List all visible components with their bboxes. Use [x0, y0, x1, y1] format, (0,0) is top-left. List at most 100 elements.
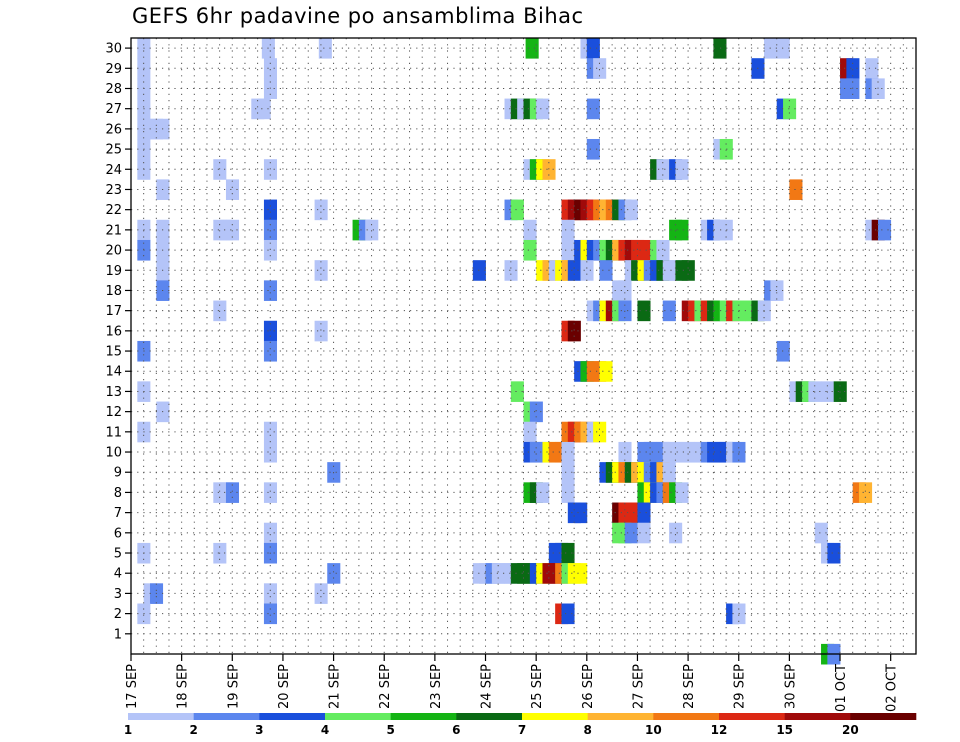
grid-lines [131, 38, 916, 654]
legend-swatch [850, 713, 917, 720]
y-tick-label: 30 [105, 42, 122, 57]
legend-label: 12 [711, 723, 728, 737]
y-tick-label: 24 [105, 163, 122, 178]
heatmap-cell [814, 522, 828, 544]
heatmap-cell [675, 159, 689, 180]
heatmap-cell [314, 199, 328, 221]
heatmap-cell [365, 219, 379, 241]
heatmap-cell [263, 583, 278, 604]
y-tick-label: 13 [105, 385, 122, 400]
legend-label: 6 [452, 723, 460, 737]
heatmap-cell [713, 38, 727, 59]
heatmap-cell [776, 38, 790, 59]
heatmap-cell [574, 502, 588, 524]
legend-label: 15 [776, 723, 793, 737]
heatmap-cell [878, 219, 892, 241]
heatmap-cell [327, 563, 341, 584]
heatmap-cell [263, 239, 278, 261]
heatmap-cell [263, 320, 278, 342]
heatmap-cell [783, 98, 797, 120]
x-tick-label: 19 SEP [226, 664, 241, 709]
heatmap-cell [599, 260, 613, 281]
heatmap-cell [637, 522, 651, 544]
x-tick-label: 28 SEP [682, 664, 697, 709]
heatmap-cell [263, 280, 278, 301]
heatmap-cell [314, 320, 328, 342]
heatmap-cell [263, 219, 278, 241]
y-tick-label: 7 [114, 506, 122, 521]
heatmap-cell [637, 300, 651, 322]
x-tick-label: 25 SEP [530, 664, 545, 709]
heatmap-cell [510, 381, 524, 402]
x-tick-label: 18 SEP [176, 664, 191, 709]
legend-swatch [259, 713, 326, 720]
heatmap-cell [827, 542, 841, 564]
heatmap-cell [789, 179, 803, 200]
y-tick-label: 2 [114, 607, 122, 622]
legend-label: 4 [321, 723, 329, 737]
legend-swatch [653, 713, 720, 720]
y-tick-label: 19 [105, 264, 122, 279]
heatmap-cell [529, 401, 543, 423]
y-tick-label: 3 [114, 587, 122, 602]
legend-swatch [390, 713, 457, 720]
legend-label: 1 [124, 723, 132, 737]
y-tick-label: 10 [105, 446, 122, 461]
heatmap-cell [624, 199, 638, 221]
y-tick-label: 8 [114, 486, 122, 501]
heatmap-cell [561, 462, 575, 483]
heatmap-cell [561, 239, 575, 261]
heatmap-cell [662, 462, 676, 483]
legend-swatch [784, 713, 851, 720]
heatmap-cell [593, 421, 607, 443]
y-tick-label: 9 [114, 466, 122, 481]
heatmap-cell [561, 219, 575, 241]
y-tick-label: 5 [114, 547, 122, 562]
heatmap-cell [561, 603, 575, 625]
heatmap-cell [263, 159, 278, 180]
legend-label: 2 [189, 723, 197, 737]
heatmap-cell [561, 441, 575, 463]
heatmap-cell [618, 280, 632, 301]
heatmap-cell [225, 179, 240, 200]
heatmap-cell [314, 583, 328, 604]
heatmap-cell [542, 159, 556, 180]
heatmap-cell [586, 38, 600, 59]
heatmap-cell [523, 421, 537, 443]
legend-swatch [522, 713, 588, 720]
y-tick-label: 28 [105, 82, 122, 97]
heatmap-cell [536, 482, 550, 503]
heatmap-cell [263, 482, 278, 503]
heatmap-cell [263, 522, 278, 544]
x-tick-label: 23 SEP [429, 664, 444, 709]
chart-title: GEFS 6hr padavine po ansamblima Bihac [132, 4, 584, 28]
heatmap-cell [662, 300, 676, 322]
x-tick-label: 22 SEP [378, 664, 393, 709]
y-tick-label: 14 [105, 365, 122, 380]
heatmap-cell [525, 38, 539, 59]
heatmap-cell [681, 260, 695, 281]
heatmap-cell [263, 340, 278, 362]
heatmap-cell [859, 482, 873, 503]
y-tick-label: 18 [105, 284, 122, 299]
x-axis: 17 SEP 18 SEP 19 SEP 20 SEP 21 SEP 22 SEP 23 S… [125, 654, 900, 712]
heatmap-cell [536, 98, 550, 120]
heatmap-cell [637, 239, 651, 261]
heatmap-cell [263, 441, 278, 463]
heatmap-cell [561, 482, 575, 503]
heatmap-cell [776, 340, 790, 362]
heatmap-cell [523, 219, 537, 241]
x-tick-label: 30 SEP [783, 664, 798, 709]
heatmap-cell [561, 542, 575, 564]
heatmap-cell [504, 260, 518, 281]
legend-swatch [325, 713, 391, 720]
heatmap-cell [314, 260, 328, 281]
heatmap-cell [225, 219, 240, 241]
y-tick-label: 17 [105, 304, 122, 319]
heatmap-cell [257, 98, 271, 120]
y-axis: 1234567891011121314151617181920212223242… [105, 42, 131, 642]
heatmap-cells [137, 38, 892, 665]
x-tick-label: 21 SEP [328, 664, 343, 709]
heatmap-cell [574, 563, 588, 584]
